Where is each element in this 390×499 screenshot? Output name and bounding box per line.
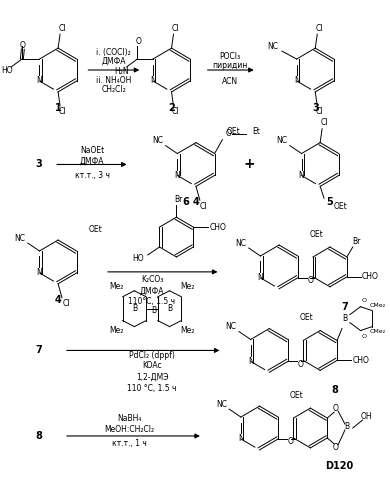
Text: B: B	[342, 314, 347, 323]
Text: B: B	[167, 304, 172, 313]
Text: Cl: Cl	[172, 24, 179, 33]
Text: Me₂: Me₂	[110, 282, 124, 291]
Text: 110 °C, 1.5 ч: 110 °C, 1.5 ч	[127, 384, 177, 393]
Text: ACN: ACN	[222, 77, 238, 86]
Text: D120: D120	[326, 461, 354, 471]
Text: 8: 8	[332, 385, 338, 395]
Text: пиридин: пиридин	[213, 60, 248, 69]
Text: OEt: OEt	[226, 127, 240, 136]
Text: KOAc: KOAc	[142, 361, 162, 370]
Text: N: N	[294, 76, 300, 85]
Text: O: O	[288, 438, 294, 447]
Text: NaBH₄: NaBH₄	[117, 414, 142, 423]
Text: Br: Br	[353, 237, 361, 246]
Text: NC: NC	[152, 136, 163, 145]
Text: Me₂: Me₂	[110, 326, 124, 335]
Text: O: O	[332, 404, 338, 413]
Text: ДМФА: ДМФА	[140, 286, 164, 295]
Text: 8: 8	[35, 431, 42, 441]
Text: O: O	[307, 276, 314, 285]
Text: Cl: Cl	[316, 107, 323, 116]
Text: MeOH:CH₂Cl₂: MeOH:CH₂Cl₂	[105, 426, 154, 435]
Text: HO: HO	[132, 254, 144, 263]
Text: H₂N: H₂N	[114, 67, 129, 76]
Text: ii. NH₄OH: ii. NH₄OH	[96, 76, 131, 85]
Text: OEt: OEt	[309, 230, 323, 239]
Text: 7: 7	[35, 345, 42, 355]
Text: Et: Et	[253, 127, 261, 136]
Text: Me₂: Me₂	[180, 326, 194, 335]
Text: Cl: Cl	[58, 24, 66, 33]
Text: OEt: OEt	[290, 391, 304, 400]
Text: K₂CO₃: K₂CO₃	[141, 275, 163, 284]
Text: 7: 7	[341, 302, 348, 312]
Text: 5: 5	[326, 197, 333, 207]
Text: O: O	[225, 129, 231, 138]
Text: Cl: Cl	[316, 24, 323, 33]
Text: OEt: OEt	[300, 313, 314, 322]
Text: 6: 6	[183, 197, 190, 207]
Text: OEt: OEt	[334, 202, 347, 211]
Text: кт.т., 3 ч: кт.т., 3 ч	[75, 171, 110, 180]
Text: NC: NC	[268, 41, 279, 50]
Text: OH: OH	[361, 412, 372, 421]
Text: N: N	[150, 76, 156, 85]
Text: NC: NC	[226, 322, 237, 331]
Text: Cl: Cl	[320, 118, 328, 127]
Text: CHO: CHO	[209, 223, 226, 232]
Text: NC: NC	[277, 136, 287, 145]
Text: N: N	[174, 171, 180, 180]
Text: O: O	[135, 36, 141, 46]
Text: N: N	[37, 268, 43, 277]
Text: 3: 3	[312, 103, 319, 113]
Text: POCl₃: POCl₃	[220, 51, 241, 60]
Text: OEt: OEt	[89, 225, 102, 234]
Text: 4: 4	[55, 295, 62, 305]
Text: 3: 3	[35, 160, 42, 170]
Text: Cl: Cl	[200, 202, 207, 211]
Text: i. (COCl)₂: i. (COCl)₂	[96, 47, 131, 56]
Text: 4: 4	[193, 197, 199, 207]
Text: N: N	[299, 171, 305, 180]
Text: N: N	[37, 76, 43, 85]
Text: HO: HO	[2, 66, 13, 75]
Text: O: O	[20, 40, 26, 49]
Text: NC: NC	[14, 234, 25, 243]
Text: N: N	[238, 435, 244, 444]
Text: CHO: CHO	[362, 272, 379, 281]
Text: NaOEt: NaOEt	[80, 146, 105, 155]
Text: O: O	[362, 334, 367, 339]
Text: CHO: CHO	[352, 356, 369, 365]
Text: 1: 1	[55, 103, 62, 113]
Text: B: B	[132, 304, 137, 313]
Text: N: N	[248, 357, 254, 366]
Text: NC: NC	[236, 239, 246, 248]
Text: +: +	[244, 158, 255, 172]
Text: Cl: Cl	[58, 107, 66, 116]
Text: PdCl₂ (dppf): PdCl₂ (dppf)	[129, 351, 175, 360]
Text: O: O	[298, 360, 303, 369]
Text: CMe₂: CMe₂	[370, 329, 386, 334]
Text: CH₂Cl₂: CH₂Cl₂	[101, 85, 126, 94]
Text: Me₂: Me₂	[180, 282, 194, 291]
Text: Cl: Cl	[62, 299, 70, 308]
Text: O: O	[332, 444, 338, 453]
Text: 2: 2	[168, 103, 175, 113]
Text: 110°C, 1.5 ч: 110°C, 1.5 ч	[128, 297, 176, 306]
Text: 1,2-ДМЭ: 1,2-ДМЭ	[136, 373, 168, 382]
Text: ДМФА: ДМФА	[80, 157, 105, 166]
Text: O: O	[362, 298, 367, 303]
Text: N: N	[257, 273, 263, 282]
Text: кт.т., 1 ч: кт.т., 1 ч	[112, 440, 147, 449]
Text: NC: NC	[216, 400, 227, 409]
Text: Cl: Cl	[172, 107, 179, 116]
Text: CMe₂: CMe₂	[370, 303, 386, 308]
Text: B: B	[344, 422, 349, 431]
Text: B: B	[151, 306, 156, 315]
Text: Br: Br	[174, 195, 183, 204]
Text: ДМФА: ДМФА	[101, 56, 126, 65]
